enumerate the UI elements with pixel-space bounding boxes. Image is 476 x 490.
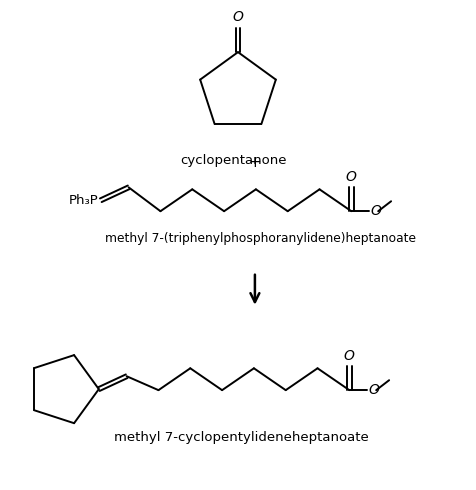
Text: +: + bbox=[248, 155, 261, 170]
Text: O: O bbox=[345, 171, 356, 184]
Text: O: O bbox=[232, 10, 243, 24]
Text: methyl 7-(triphenylphosphoranylidene)heptanoate: methyl 7-(triphenylphosphoranylidene)hep… bbox=[105, 232, 416, 245]
Text: O: O bbox=[343, 349, 354, 363]
Text: methyl 7-cyclopentylideneheptanoate: methyl 7-cyclopentylideneheptanoate bbox=[113, 431, 367, 444]
Text: Ph₃P: Ph₃P bbox=[69, 194, 99, 207]
Text: O: O bbox=[367, 383, 378, 397]
Text: cyclopentanone: cyclopentanone bbox=[179, 153, 286, 167]
Text: O: O bbox=[369, 204, 380, 218]
